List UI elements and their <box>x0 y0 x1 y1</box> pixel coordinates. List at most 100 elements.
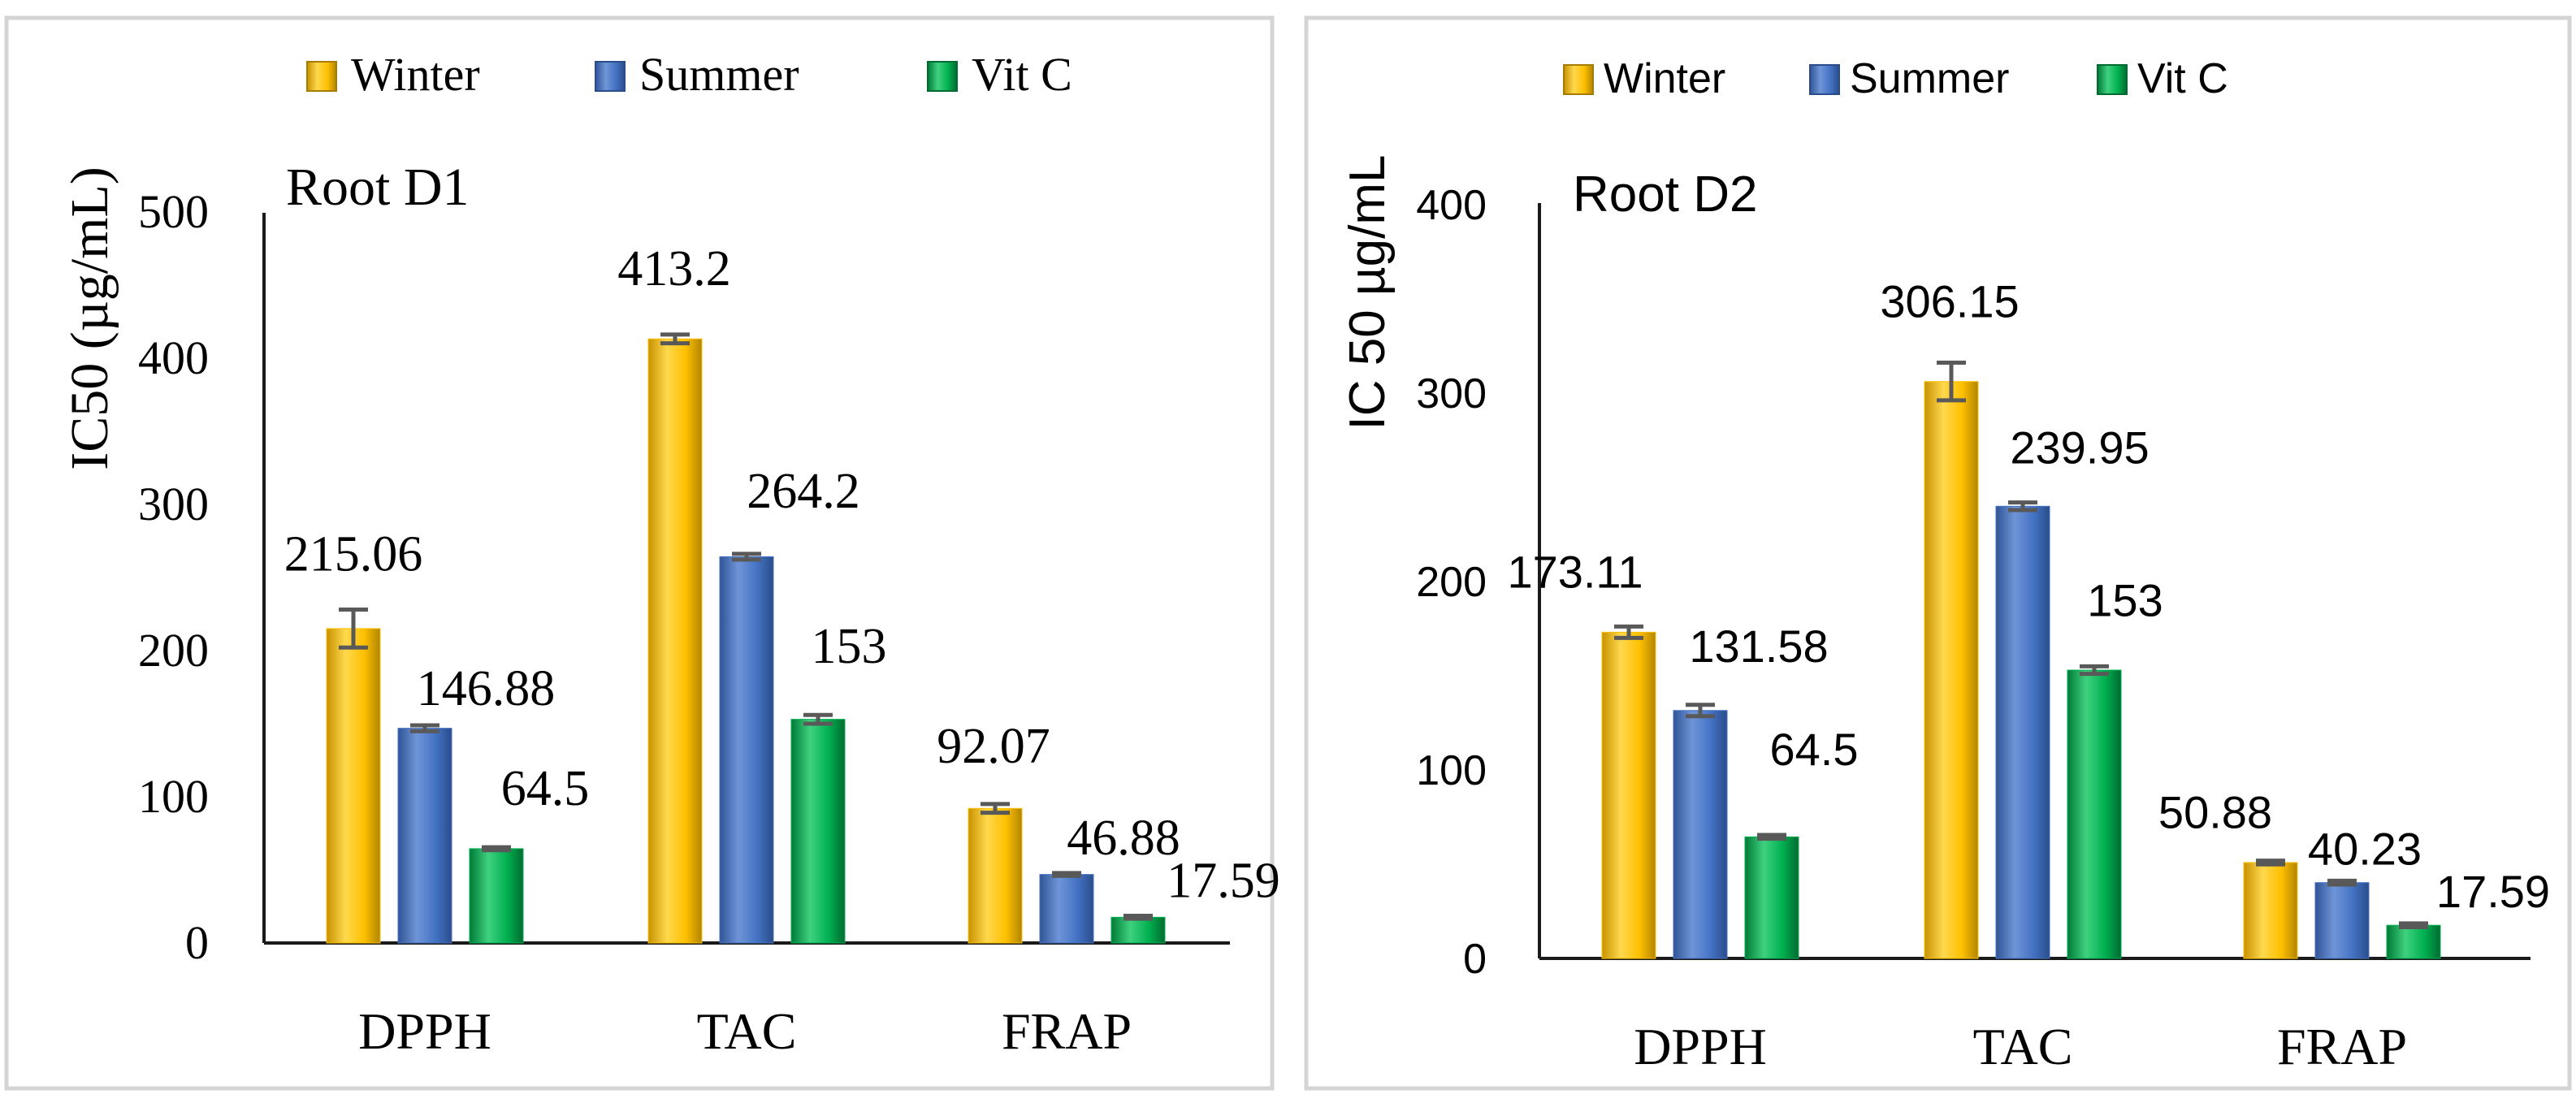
error-bar-summer-tac <box>732 552 761 562</box>
legend-swatch-summer <box>1809 64 1840 95</box>
legend-swatch-vitc <box>927 61 958 92</box>
x-tick-label-tac: TAC <box>1973 1018 2073 1075</box>
y-tick-labels: 0 100 200 300 400 <box>1416 182 1487 983</box>
legend-item-vitc: Vit C <box>927 48 1072 101</box>
error-bar-winter-dpph <box>1614 624 1643 640</box>
data-label-summer-frap: 40.23 <box>2308 823 2422 874</box>
x-tick-label-tac: TAC <box>697 1002 797 1060</box>
bar-vitc-dpph <box>1744 836 1799 959</box>
data-label-summer-dpph: 131.58 <box>1689 621 1828 672</box>
error-bar-vitc-dpph <box>482 845 511 853</box>
data-label-winter-dpph: 173.11 <box>1507 546 1643 597</box>
error-bar-summer-frap <box>2327 878 2357 887</box>
y-tick-label: 300 <box>138 478 209 530</box>
y-tick-label: 200 <box>138 624 209 677</box>
data-label-summer-tac: 239.95 <box>2010 422 2149 474</box>
bar-winter-frap <box>2243 862 2298 959</box>
data-label-vitc-dpph: 64.5 <box>501 761 590 816</box>
y-tick-label: 500 <box>138 185 209 238</box>
bar-winter-frap <box>968 807 1023 944</box>
y-tick-label: 200 <box>1416 559 1487 606</box>
bar-vitc-tac <box>2067 669 2122 959</box>
y-tick-label: 0 <box>185 916 209 969</box>
bar-summer-tac <box>719 556 774 944</box>
legend-label-winter: Winter <box>1604 55 1725 102</box>
bar-winter-tac <box>1924 381 1979 959</box>
chart-panel-root-d1: Winter Summer Vit C Root D1 IC50 (µg/mL)… <box>4 15 1280 1091</box>
bar-vitc-frap <box>1110 916 1166 944</box>
legend-label-summer: Summer <box>1850 55 2009 102</box>
legend-item-vitc: Vit C <box>2097 55 2228 102</box>
data-labels: 215.06 146.88 64.5 413.2 264.2 153 92.07… <box>284 241 1280 909</box>
y-tick-label: 400 <box>138 331 209 384</box>
bars <box>1601 381 2441 959</box>
data-label-vitc-frap: 17.59 <box>1167 854 1280 909</box>
bar-summer-dpph <box>397 728 452 944</box>
data-labels: 173.11 131.58 64.5 306.15 239.95 153 50.… <box>1507 276 2550 917</box>
bars <box>326 338 1166 944</box>
data-label-winter-tac: 413.2 <box>617 241 731 296</box>
data-label-summer-frap: 46.88 <box>1067 811 1180 866</box>
error-bar-vitc-tac <box>2080 664 2109 677</box>
error-bar-summer-frap <box>1052 871 1081 878</box>
bar-winter-dpph <box>1601 631 1656 959</box>
data-label-vitc-dpph: 64.5 <box>1770 724 1859 775</box>
y-tick-labels: 0 100 200 300 400 500 <box>138 185 209 969</box>
error-bar-vitc-frap <box>2399 921 2428 930</box>
data-label-winter-dpph: 215.06 <box>284 526 423 582</box>
legend-swatch-winter <box>306 61 337 92</box>
data-label-vitc-tac: 153 <box>812 619 887 674</box>
x-tick-label-frap: FRAP <box>2277 1018 2407 1075</box>
error-bar-winter-frap <box>981 802 1010 815</box>
data-label-winter-frap: 92.07 <box>937 719 1050 774</box>
legend-item-summer: Summer <box>1809 55 2009 102</box>
bar-winter-dpph <box>326 628 381 944</box>
error-bars <box>339 332 1153 921</box>
x-tick-labels: DPPH TAC FRAP <box>358 1002 1132 1060</box>
bar-summer-frap <box>1039 874 1094 944</box>
legend-item-winter: Winter <box>1563 55 1725 102</box>
data-label-summer-tac: 264.2 <box>747 464 860 519</box>
error-bar-vitc-frap <box>1123 914 1153 921</box>
y-tick-label: 300 <box>1416 370 1487 417</box>
y-axis-label: IC 50 µg/mL <box>1340 155 1396 430</box>
error-bar-winter-frap <box>2256 859 2285 867</box>
bar-summer-tac <box>1995 505 2050 959</box>
x-tick-label-frap: FRAP <box>1002 1002 1132 1060</box>
error-bar-summer-tac <box>2008 500 2037 513</box>
bar-summer-frap <box>2314 882 2370 959</box>
legend-label-vitc: Vit C <box>2137 55 2228 102</box>
y-tick-label: 400 <box>1416 182 1487 229</box>
bar-summer-dpph <box>1673 710 1728 959</box>
legend-item-winter: Winter <box>306 48 480 101</box>
y-tick-label: 0 <box>1463 936 1487 983</box>
error-bar-summer-dpph <box>1686 703 1715 719</box>
error-bar-winter-dpph <box>339 607 368 650</box>
legend-item-summer: Summer <box>595 48 799 101</box>
y-tick-label: 100 <box>138 770 209 823</box>
data-label-vitc-frap: 17.59 <box>2436 866 2550 917</box>
error-bar-summer-dpph <box>410 723 439 733</box>
chart-title: Root D2 <box>1573 167 1757 223</box>
legend-label-winter: Winter <box>351 48 480 101</box>
error-bars <box>1614 361 2428 930</box>
data-label-vitc-tac: 153 <box>2087 574 2163 625</box>
data-label-summer-dpph: 146.88 <box>417 661 556 716</box>
error-bar-winter-tac <box>1937 361 1966 403</box>
bar-vitc-frap <box>2386 924 2441 959</box>
chart-panel-root-d2: Winter Summer Vit C Root D2 IC 50 µg/mL … <box>1304 15 2572 1091</box>
legend-swatch-summer <box>595 61 626 92</box>
x-tick-label-dpph: DPPH <box>358 1002 491 1060</box>
legend-label-vitc: Vit C <box>972 48 1072 101</box>
y-tick-label: 100 <box>1416 747 1487 794</box>
bar-winter-tac <box>647 338 703 944</box>
chart-title: Root D1 <box>286 158 470 217</box>
x-tick-labels: DPPH TAC FRAP <box>1634 1018 2407 1075</box>
bar-vitc-dpph <box>469 848 524 944</box>
error-bar-vitc-dpph <box>1757 833 1786 841</box>
data-label-winter-frap: 50.88 <box>2158 787 2272 838</box>
legend: Winter Summer Vit C <box>1563 55 2228 102</box>
y-axis-label: IC50 (µg/mL) <box>60 167 119 469</box>
bar-vitc-tac <box>790 719 846 944</box>
